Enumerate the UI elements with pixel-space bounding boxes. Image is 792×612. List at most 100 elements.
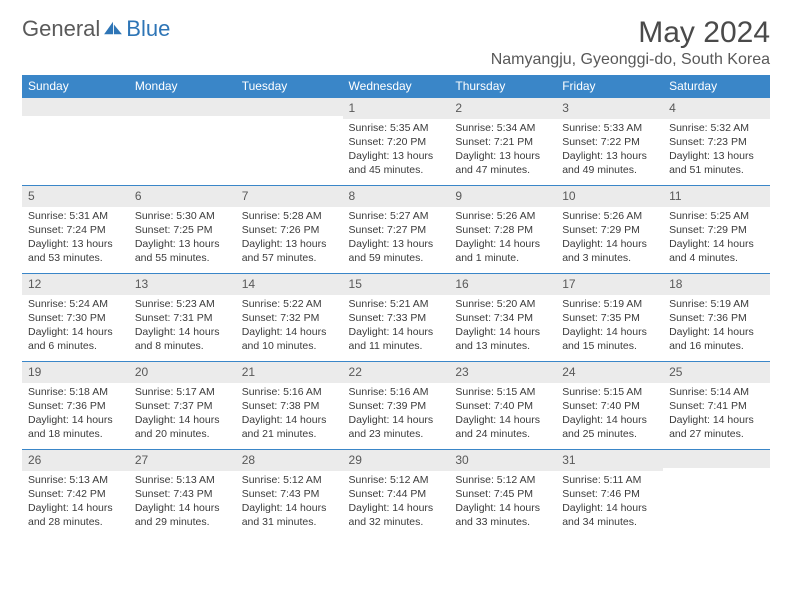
day-details: Sunrise: 5:11 AMSunset: 7:46 PMDaylight:… xyxy=(556,471,663,534)
empty-cell xyxy=(236,98,343,186)
day-details: Sunrise: 5:33 AMSunset: 7:22 PMDaylight:… xyxy=(556,119,663,182)
day-cell: 19Sunrise: 5:18 AMSunset: 7:36 PMDayligh… xyxy=(22,362,129,450)
day-details: Sunrise: 5:34 AMSunset: 7:21 PMDaylight:… xyxy=(449,119,556,182)
day-number: 25 xyxy=(663,362,770,383)
day-cell: 23Sunrise: 5:15 AMSunset: 7:40 PMDayligh… xyxy=(449,362,556,450)
day-cell: 30Sunrise: 5:12 AMSunset: 7:45 PMDayligh… xyxy=(449,450,556,538)
day-number: 12 xyxy=(22,274,129,295)
day-cell: 3Sunrise: 5:33 AMSunset: 7:22 PMDaylight… xyxy=(556,98,663,186)
day-number: 11 xyxy=(663,186,770,207)
weekday-header: Friday xyxy=(556,75,663,98)
day-number xyxy=(129,98,236,116)
day-number: 17 xyxy=(556,274,663,295)
day-number: 31 xyxy=(556,450,663,471)
day-details: Sunrise: 5:25 AMSunset: 7:29 PMDaylight:… xyxy=(663,207,770,270)
day-number: 19 xyxy=(22,362,129,383)
empty-cell xyxy=(129,98,236,186)
weekday-header: Sunday xyxy=(22,75,129,98)
day-number xyxy=(663,450,770,468)
day-cell: 14Sunrise: 5:22 AMSunset: 7:32 PMDayligh… xyxy=(236,274,343,362)
day-details: Sunrise: 5:16 AMSunset: 7:39 PMDaylight:… xyxy=(343,383,450,446)
calendar-row: 5Sunrise: 5:31 AMSunset: 7:24 PMDaylight… xyxy=(22,186,770,274)
day-number: 24 xyxy=(556,362,663,383)
weekday-header: Tuesday xyxy=(236,75,343,98)
brand-part1: General xyxy=(22,16,100,42)
weekday-header: Monday xyxy=(129,75,236,98)
day-cell: 9Sunrise: 5:26 AMSunset: 7:28 PMDaylight… xyxy=(449,186,556,274)
day-cell: 11Sunrise: 5:25 AMSunset: 7:29 PMDayligh… xyxy=(663,186,770,274)
day-details: Sunrise: 5:12 AMSunset: 7:43 PMDaylight:… xyxy=(236,471,343,534)
day-details: Sunrise: 5:20 AMSunset: 7:34 PMDaylight:… xyxy=(449,295,556,358)
day-cell: 27Sunrise: 5:13 AMSunset: 7:43 PMDayligh… xyxy=(129,450,236,538)
day-number: 23 xyxy=(449,362,556,383)
day-cell: 20Sunrise: 5:17 AMSunset: 7:37 PMDayligh… xyxy=(129,362,236,450)
day-number: 28 xyxy=(236,450,343,471)
day-details: Sunrise: 5:23 AMSunset: 7:31 PMDaylight:… xyxy=(129,295,236,358)
day-details: Sunrise: 5:15 AMSunset: 7:40 PMDaylight:… xyxy=(449,383,556,446)
day-cell: 5Sunrise: 5:31 AMSunset: 7:24 PMDaylight… xyxy=(22,186,129,274)
day-number: 6 xyxy=(129,186,236,207)
day-number: 14 xyxy=(236,274,343,295)
day-cell: 22Sunrise: 5:16 AMSunset: 7:39 PMDayligh… xyxy=(343,362,450,450)
day-cell: 16Sunrise: 5:20 AMSunset: 7:34 PMDayligh… xyxy=(449,274,556,362)
day-details: Sunrise: 5:21 AMSunset: 7:33 PMDaylight:… xyxy=(343,295,450,358)
calendar-body: 1Sunrise: 5:35 AMSunset: 7:20 PMDaylight… xyxy=(22,98,770,538)
day-cell: 10Sunrise: 5:26 AMSunset: 7:29 PMDayligh… xyxy=(556,186,663,274)
day-details: Sunrise: 5:24 AMSunset: 7:30 PMDaylight:… xyxy=(22,295,129,358)
day-details: Sunrise: 5:31 AMSunset: 7:24 PMDaylight:… xyxy=(22,207,129,270)
day-details: Sunrise: 5:18 AMSunset: 7:36 PMDaylight:… xyxy=(22,383,129,446)
calendar-row: 1Sunrise: 5:35 AMSunset: 7:20 PMDaylight… xyxy=(22,98,770,186)
day-cell: 8Sunrise: 5:27 AMSunset: 7:27 PMDaylight… xyxy=(343,186,450,274)
day-cell: 1Sunrise: 5:35 AMSunset: 7:20 PMDaylight… xyxy=(343,98,450,186)
header-bar: General Blue May 2024 Namyangju, Gyeongg… xyxy=(22,16,770,69)
day-number: 13 xyxy=(129,274,236,295)
calendar-row: 12Sunrise: 5:24 AMSunset: 7:30 PMDayligh… xyxy=(22,274,770,362)
day-number: 15 xyxy=(343,274,450,295)
day-number: 4 xyxy=(663,98,770,119)
day-cell: 4Sunrise: 5:32 AMSunset: 7:23 PMDaylight… xyxy=(663,98,770,186)
day-number: 9 xyxy=(449,186,556,207)
day-details: Sunrise: 5:19 AMSunset: 7:36 PMDaylight:… xyxy=(663,295,770,358)
weekday-row: SundayMondayTuesdayWednesdayThursdayFrid… xyxy=(22,75,770,98)
sail-icon xyxy=(102,16,124,42)
day-number: 10 xyxy=(556,186,663,207)
day-number: 29 xyxy=(343,450,450,471)
day-cell: 15Sunrise: 5:21 AMSunset: 7:33 PMDayligh… xyxy=(343,274,450,362)
day-details: Sunrise: 5:12 AMSunset: 7:45 PMDaylight:… xyxy=(449,471,556,534)
day-number: 26 xyxy=(22,450,129,471)
day-details: Sunrise: 5:27 AMSunset: 7:27 PMDaylight:… xyxy=(343,207,450,270)
day-number: 18 xyxy=(663,274,770,295)
day-details: Sunrise: 5:32 AMSunset: 7:23 PMDaylight:… xyxy=(663,119,770,182)
day-cell: 2Sunrise: 5:34 AMSunset: 7:21 PMDaylight… xyxy=(449,98,556,186)
day-details: Sunrise: 5:13 AMSunset: 7:43 PMDaylight:… xyxy=(129,471,236,534)
day-cell: 17Sunrise: 5:19 AMSunset: 7:35 PMDayligh… xyxy=(556,274,663,362)
empty-cell xyxy=(22,98,129,186)
day-cell: 12Sunrise: 5:24 AMSunset: 7:30 PMDayligh… xyxy=(22,274,129,362)
day-details: Sunrise: 5:28 AMSunset: 7:26 PMDaylight:… xyxy=(236,207,343,270)
calendar-table: SundayMondayTuesdayWednesdayThursdayFrid… xyxy=(22,75,770,538)
day-details: Sunrise: 5:30 AMSunset: 7:25 PMDaylight:… xyxy=(129,207,236,270)
day-details: Sunrise: 5:12 AMSunset: 7:44 PMDaylight:… xyxy=(343,471,450,534)
day-number: 20 xyxy=(129,362,236,383)
day-number: 22 xyxy=(343,362,450,383)
day-cell: 31Sunrise: 5:11 AMSunset: 7:46 PMDayligh… xyxy=(556,450,663,538)
weekday-header: Saturday xyxy=(663,75,770,98)
day-details: Sunrise: 5:22 AMSunset: 7:32 PMDaylight:… xyxy=(236,295,343,358)
day-details: Sunrise: 5:19 AMSunset: 7:35 PMDaylight:… xyxy=(556,295,663,358)
day-number: 30 xyxy=(449,450,556,471)
day-cell: 26Sunrise: 5:13 AMSunset: 7:42 PMDayligh… xyxy=(22,450,129,538)
day-number: 5 xyxy=(22,186,129,207)
day-cell: 7Sunrise: 5:28 AMSunset: 7:26 PMDaylight… xyxy=(236,186,343,274)
weekday-header: Thursday xyxy=(449,75,556,98)
calendar-row: 26Sunrise: 5:13 AMSunset: 7:42 PMDayligh… xyxy=(22,450,770,538)
day-cell: 21Sunrise: 5:16 AMSunset: 7:38 PMDayligh… xyxy=(236,362,343,450)
day-details: Sunrise: 5:13 AMSunset: 7:42 PMDaylight:… xyxy=(22,471,129,534)
brand-part2: Blue xyxy=(126,16,170,42)
calendar-row: 19Sunrise: 5:18 AMSunset: 7:36 PMDayligh… xyxy=(22,362,770,450)
calendar-head: SundayMondayTuesdayWednesdayThursdayFrid… xyxy=(22,75,770,98)
brand-logo: General Blue xyxy=(22,16,170,42)
day-number: 3 xyxy=(556,98,663,119)
empty-cell xyxy=(663,450,770,538)
day-number: 7 xyxy=(236,186,343,207)
day-cell: 6Sunrise: 5:30 AMSunset: 7:25 PMDaylight… xyxy=(129,186,236,274)
